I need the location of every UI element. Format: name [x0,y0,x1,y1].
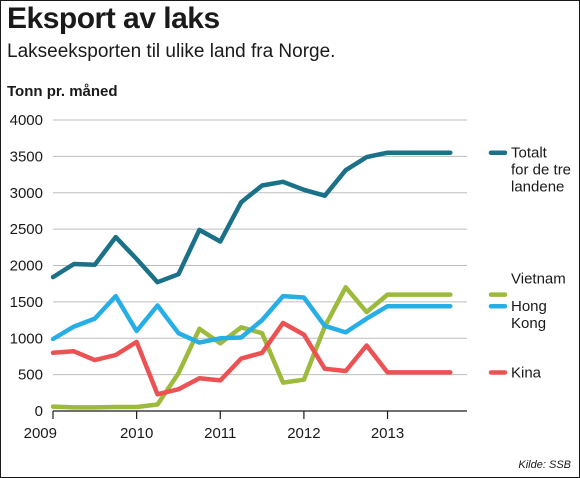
series-label-total-line-2: landene [511,179,564,196]
y-tick-label-500: 500 [18,367,43,384]
series-label-kina-line-0: Kina [511,364,542,381]
chart-title: Eksport av laks [7,2,220,35]
source-note: Kilde: SSB [518,459,571,471]
series-label-vietnam-line-0: Vietnam [511,271,566,288]
series-label-total-line-0: Totalt [511,145,548,162]
series-line-hongkong [50,293,453,345]
series-line-kina [50,320,453,397]
series-label-hongkong-line-1: Kong [511,315,546,332]
y-tick-label-3000: 3000 [10,185,43,202]
series-lines [50,150,453,410]
y-axis-ticks: 0 500 1000 1500 2000 2500 3000 3500 4000 [10,112,43,420]
y-tick-label-4000: 4000 [10,112,43,129]
series-line-total [50,150,453,285]
y-tick-label-1500: 1500 [10,294,43,311]
y-tick-label-2500: 2500 [10,221,43,238]
y-tick-label-3500: 3500 [10,148,43,165]
gridlines [53,119,467,376]
x-tick-label-2010: 2010 [120,425,153,442]
y-axis-unit-label: Tonn pr. måned [7,83,118,100]
x-tick-label-2009: 2009 [24,425,57,442]
y-tick-label-2000: 2000 [10,258,43,275]
y-tick-label-1000: 1000 [10,330,43,347]
series-label-total-line-1: for de tre [511,162,571,179]
chart-subtitle: Lakseeksporten til ulike land fra Norge. [7,41,336,62]
x-axis: 2009 2010 2011 2012 2013 [24,410,467,442]
x-tick-label-2012: 2012 [287,425,320,442]
series-label-hongkong-line-0: Hong [511,298,547,315]
x-tick-label-2011: 2011 [204,425,236,442]
y-tick-label-0: 0 [35,403,43,420]
x-tick-label-2013: 2013 [371,425,404,442]
